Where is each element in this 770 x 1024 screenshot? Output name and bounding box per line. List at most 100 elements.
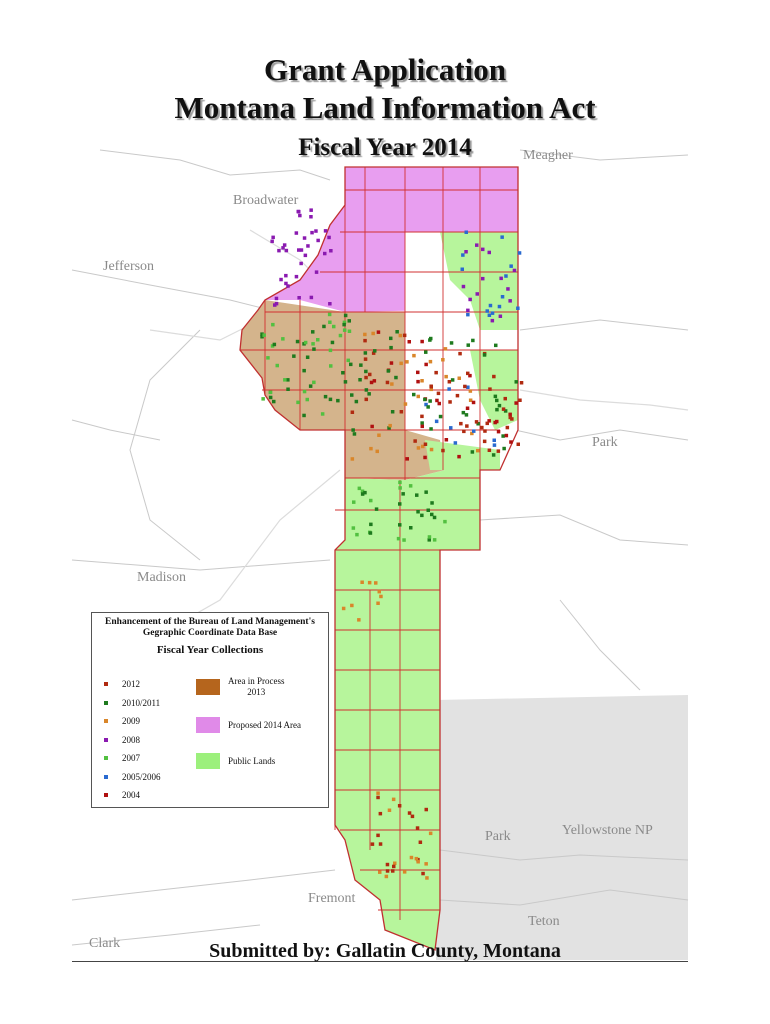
collection-point [474,420,479,424]
legend-years: 2012 2010/2011 2009 2008 2007 2005/2006 … [104,675,161,805]
collection-point [464,230,468,234]
collection-point [494,343,498,348]
collection-point [341,371,345,375]
collection-point [342,322,346,327]
legend-year-item: 2004 [104,786,161,805]
collection-point [466,385,470,389]
collection-point [399,361,403,366]
collection-point [350,410,355,414]
collection-point [296,209,300,214]
collection-point [323,394,328,399]
legend-area-item: Area in Process 2013 [196,673,301,701]
collection-point [444,374,448,379]
collection-point [305,355,310,359]
collection-point [461,284,466,289]
collection-point [464,413,469,417]
collection-point [485,421,489,426]
collection-point [358,378,362,382]
collection-point [518,398,522,402]
collection-point [360,489,365,493]
collection-point [314,229,318,233]
collection-points [260,208,524,880]
collection-point [416,510,420,514]
collection-point [519,381,524,385]
collection-point [470,450,475,454]
collection-point [332,324,336,329]
collection-point [261,397,265,401]
collection-point [398,486,402,490]
collection-point [483,429,487,433]
county-outline [239,166,519,951]
collection-point [423,397,427,402]
collection-point [424,402,428,407]
collection-point [367,392,371,396]
collection-point [498,314,503,318]
collection-point [416,379,420,384]
collection-point [323,229,328,233]
collection-point [504,274,508,278]
collection-point [429,384,433,389]
collection-point [260,335,264,339]
collection-point [468,373,472,378]
collection-point [323,251,327,256]
collection-point [490,318,495,323]
collection-point [449,341,454,345]
collection-point [424,862,428,866]
collection-point [471,338,475,343]
collection-point [370,842,375,846]
collection-point [346,358,350,363]
collection-point [368,531,373,535]
collection-point [281,246,285,250]
collection-point [430,501,434,505]
collection-point [270,344,275,348]
collection-point [316,338,320,342]
collection-point [367,580,372,585]
collection-point [434,419,439,424]
collection-point [350,393,354,397]
collection-point [341,606,346,611]
collection-point [268,395,273,400]
collection-point [429,387,433,392]
collection-point [295,339,300,344]
collection-point [377,589,381,594]
collection-point [329,249,333,253]
collection-point [294,274,299,279]
collection-point [409,526,413,530]
collection-point [260,332,264,336]
collection-point [462,429,466,434]
collection-point [364,375,368,380]
collection-point [398,480,402,485]
collection-point [316,238,320,243]
collection-point [485,309,489,313]
collection-point [350,457,355,461]
collection-point [424,362,428,367]
collection-point [420,421,424,425]
collection-point [357,618,361,622]
collection-point [327,235,331,240]
collection-point [302,236,307,240]
collection-point [487,250,491,255]
collection-point [272,342,277,347]
county-boundaries [71,149,689,946]
title-line-1: Grant Application [263,52,506,87]
collection-point [369,498,373,503]
collection-point [413,439,417,443]
legend-heading: Enhancement of the Bureau of Land Manage… [92,617,328,639]
collection-point [421,444,425,449]
collection-point [284,281,288,286]
collection-point [286,387,290,391]
collection-point [488,387,492,391]
collection-point [343,380,348,384]
collection-point [401,492,405,496]
collection-point [481,276,485,281]
collection-point [268,390,273,394]
place-fremont: Fremont [308,891,356,906]
collection-point [425,876,429,880]
collection-point [274,296,279,301]
collection-point [389,361,394,365]
collection-point [272,399,276,404]
collection-point [338,333,343,338]
collection-point [476,448,480,453]
collection-point [396,536,401,541]
collection-point [463,384,467,389]
